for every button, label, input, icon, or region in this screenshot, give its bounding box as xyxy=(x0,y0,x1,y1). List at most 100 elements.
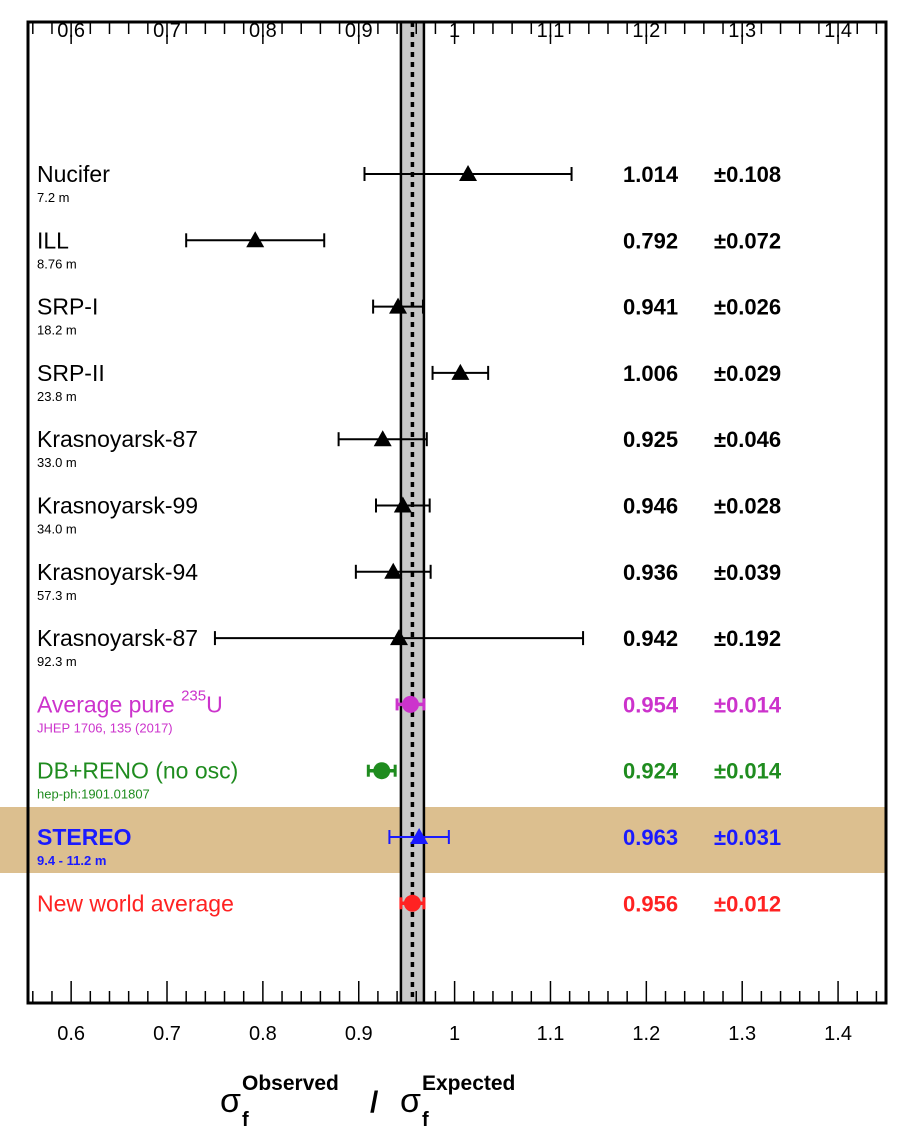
experiment-distance: 18.2 m xyxy=(37,323,77,338)
data-row: Krasnoyarsk-87 92.3 m 0.942 ±0.192 xyxy=(37,625,781,669)
data-row: SRP-II 23.8 m 1.006 ±0.029 xyxy=(37,360,781,404)
tick-label-top: 1.3 xyxy=(728,20,756,42)
value-label: 0.946 xyxy=(623,494,678,519)
data-row: ILL 8.76 m 0.792 ±0.072 xyxy=(37,227,781,271)
axis-title-sup: Observed xyxy=(242,1072,339,1095)
data-point-triangle xyxy=(246,231,265,248)
highlight-row-band xyxy=(0,807,886,873)
tick-label-bottom: 1.2 xyxy=(632,1023,660,1045)
error-label: ±0.039 xyxy=(714,560,781,585)
error-label: ±0.012 xyxy=(714,891,781,916)
experiment-name-sup: 235 xyxy=(181,687,206,704)
axis-title-separator: / xyxy=(370,1086,379,1119)
experiment-name: DB+RENO (no osc) xyxy=(37,758,238,784)
tick-label-top: 1.1 xyxy=(537,20,565,42)
value-label: 1.014 xyxy=(623,162,679,187)
plot-frame xyxy=(26,20,888,1005)
data-row: Average pure 235U JHEP 1706, 135 (2017) 0.… xyxy=(37,687,782,735)
error-label: ±0.026 xyxy=(714,295,781,320)
experiment-name: Krasnoyarsk-87 xyxy=(37,625,198,651)
experiment-name: New world average xyxy=(37,890,234,916)
axis-title-sup-2: Expected xyxy=(422,1072,515,1095)
error-label: ±0.029 xyxy=(714,361,781,386)
data-point-circle xyxy=(373,762,391,780)
value-label: 0.963 xyxy=(623,825,678,850)
experiment-name: Krasnoyarsk-94 xyxy=(37,559,198,585)
error-label: ±0.108 xyxy=(714,162,781,187)
axis-title-sigma: σ xyxy=(220,1082,241,1120)
data-point-triangle xyxy=(393,496,412,513)
axis-title-sub: f xyxy=(242,1109,249,1131)
value-label: 0.956 xyxy=(623,891,678,916)
experiment-name: Krasnoyarsk-99 xyxy=(37,493,198,519)
tick-label-bottom: 1.4 xyxy=(824,1023,852,1045)
ticks-layer: 0.6 0.6 0.7 0.7 0.8 0.8 0.9 0.9 1 1 1.1 1.1 1.2 1.2 1.… xyxy=(32,20,878,1045)
tick-label-top: 1.4 xyxy=(824,20,852,42)
tick-label-top: 1 xyxy=(449,20,460,42)
tick-label-top: 0.8 xyxy=(249,20,277,42)
data-row: Krasnoyarsk-87 33.0 m 0.925 ±0.046 xyxy=(37,426,781,470)
data-row: Krasnoyarsk-99 34.0 m 0.946 ±0.028 xyxy=(37,493,781,537)
data-point-triangle xyxy=(373,430,392,447)
tick-label-bottom: 1.3 xyxy=(728,1023,756,1045)
error-label: ±0.014 xyxy=(714,759,782,784)
value-label: 0.792 xyxy=(623,228,678,253)
data-point-triangle xyxy=(410,828,429,844)
error-label: ±0.028 xyxy=(714,494,781,519)
value-label: 0.936 xyxy=(623,560,678,585)
experiment-name: ILL xyxy=(37,227,69,253)
experiment-distance: hep-ph:1901.01807 xyxy=(37,787,150,802)
tick-label-bottom: 0.7 xyxy=(153,1023,181,1045)
value-label: 1.006 xyxy=(623,361,678,386)
experiment-distance: 9.4 - 11.2 m xyxy=(37,853,106,868)
value-label: 0.954 xyxy=(623,692,679,717)
tick-label-bottom: 0.8 xyxy=(249,1023,277,1045)
axis-title-sigma-2: σ xyxy=(400,1082,421,1120)
data-point-triangle xyxy=(451,363,470,380)
tick-label-top: 0.7 xyxy=(153,20,181,42)
error-label: ±0.014 xyxy=(714,692,782,717)
tick-label-bottom: 0.6 xyxy=(57,1023,85,1045)
experiment-name: SRP-II xyxy=(37,360,105,386)
axis-title-sub-2: f xyxy=(422,1109,429,1131)
experiment-name: STEREO xyxy=(37,824,132,850)
value-label: 0.924 xyxy=(623,759,679,784)
value-label: 0.942 xyxy=(623,626,678,651)
experiment-distance: 33.0 m xyxy=(37,455,77,470)
experiment-distance: 92.3 m xyxy=(37,654,77,669)
experiment-name-tail: U xyxy=(206,691,223,717)
error-label: ±0.192 xyxy=(714,626,781,651)
tick-label-bottom: 1.1 xyxy=(537,1023,565,1045)
data-point-triangle xyxy=(389,297,408,314)
experiment-name: Krasnoyarsk-87 xyxy=(37,426,198,452)
value-label: 0.941 xyxy=(623,295,678,320)
data-row: New world average 0.956 ±0.012 xyxy=(37,890,781,916)
experiment-name: Average pure 235U xyxy=(37,687,223,717)
experiment-name: SRP-I xyxy=(37,294,98,320)
data-row: SRP-I 18.2 m 0.941 ±0.026 xyxy=(37,294,781,338)
error-label: ±0.072 xyxy=(714,228,781,253)
data-row: Krasnoyarsk-94 57.3 m 0.936 ±0.039 xyxy=(37,559,781,603)
experiment-distance: 57.3 m xyxy=(37,588,77,603)
experiment-distance: JHEP 1706, 135 (2017) xyxy=(37,720,173,735)
experiment-name: Nucifer xyxy=(37,161,110,187)
value-label: 0.925 xyxy=(623,427,678,452)
tick-label-bottom: 0.9 xyxy=(345,1023,373,1045)
experiment-distance: 7.2 m xyxy=(37,190,70,205)
tick-label-top: 1.2 xyxy=(632,20,660,42)
data-point-triangle xyxy=(390,629,409,646)
data-row: Nucifer 7.2 m 1.014 ±0.108 xyxy=(37,161,781,205)
data-row: STEREO 9.4 - 11.2 m 0.963 ±0.031 xyxy=(37,824,781,868)
experiment-distance: 23.8 m xyxy=(37,389,77,404)
rows-layer: Nucifer 7.2 m 1.014 ±0.108 ILL 8.76 m 0.792 ±0.… xyxy=(37,161,782,916)
tick-label-top: 0.6 xyxy=(57,20,85,42)
data-point-triangle xyxy=(459,165,478,181)
error-label: ±0.046 xyxy=(714,427,781,452)
data-point-triangle xyxy=(384,562,403,579)
data-row: DB+RENO (no osc) hep-ph:1901.01807 0.924 ±0… xyxy=(37,758,782,802)
tick-label-top: 0.9 xyxy=(345,20,373,42)
data-point-circle xyxy=(402,695,420,713)
experiment-distance: 34.0 m xyxy=(37,522,77,537)
